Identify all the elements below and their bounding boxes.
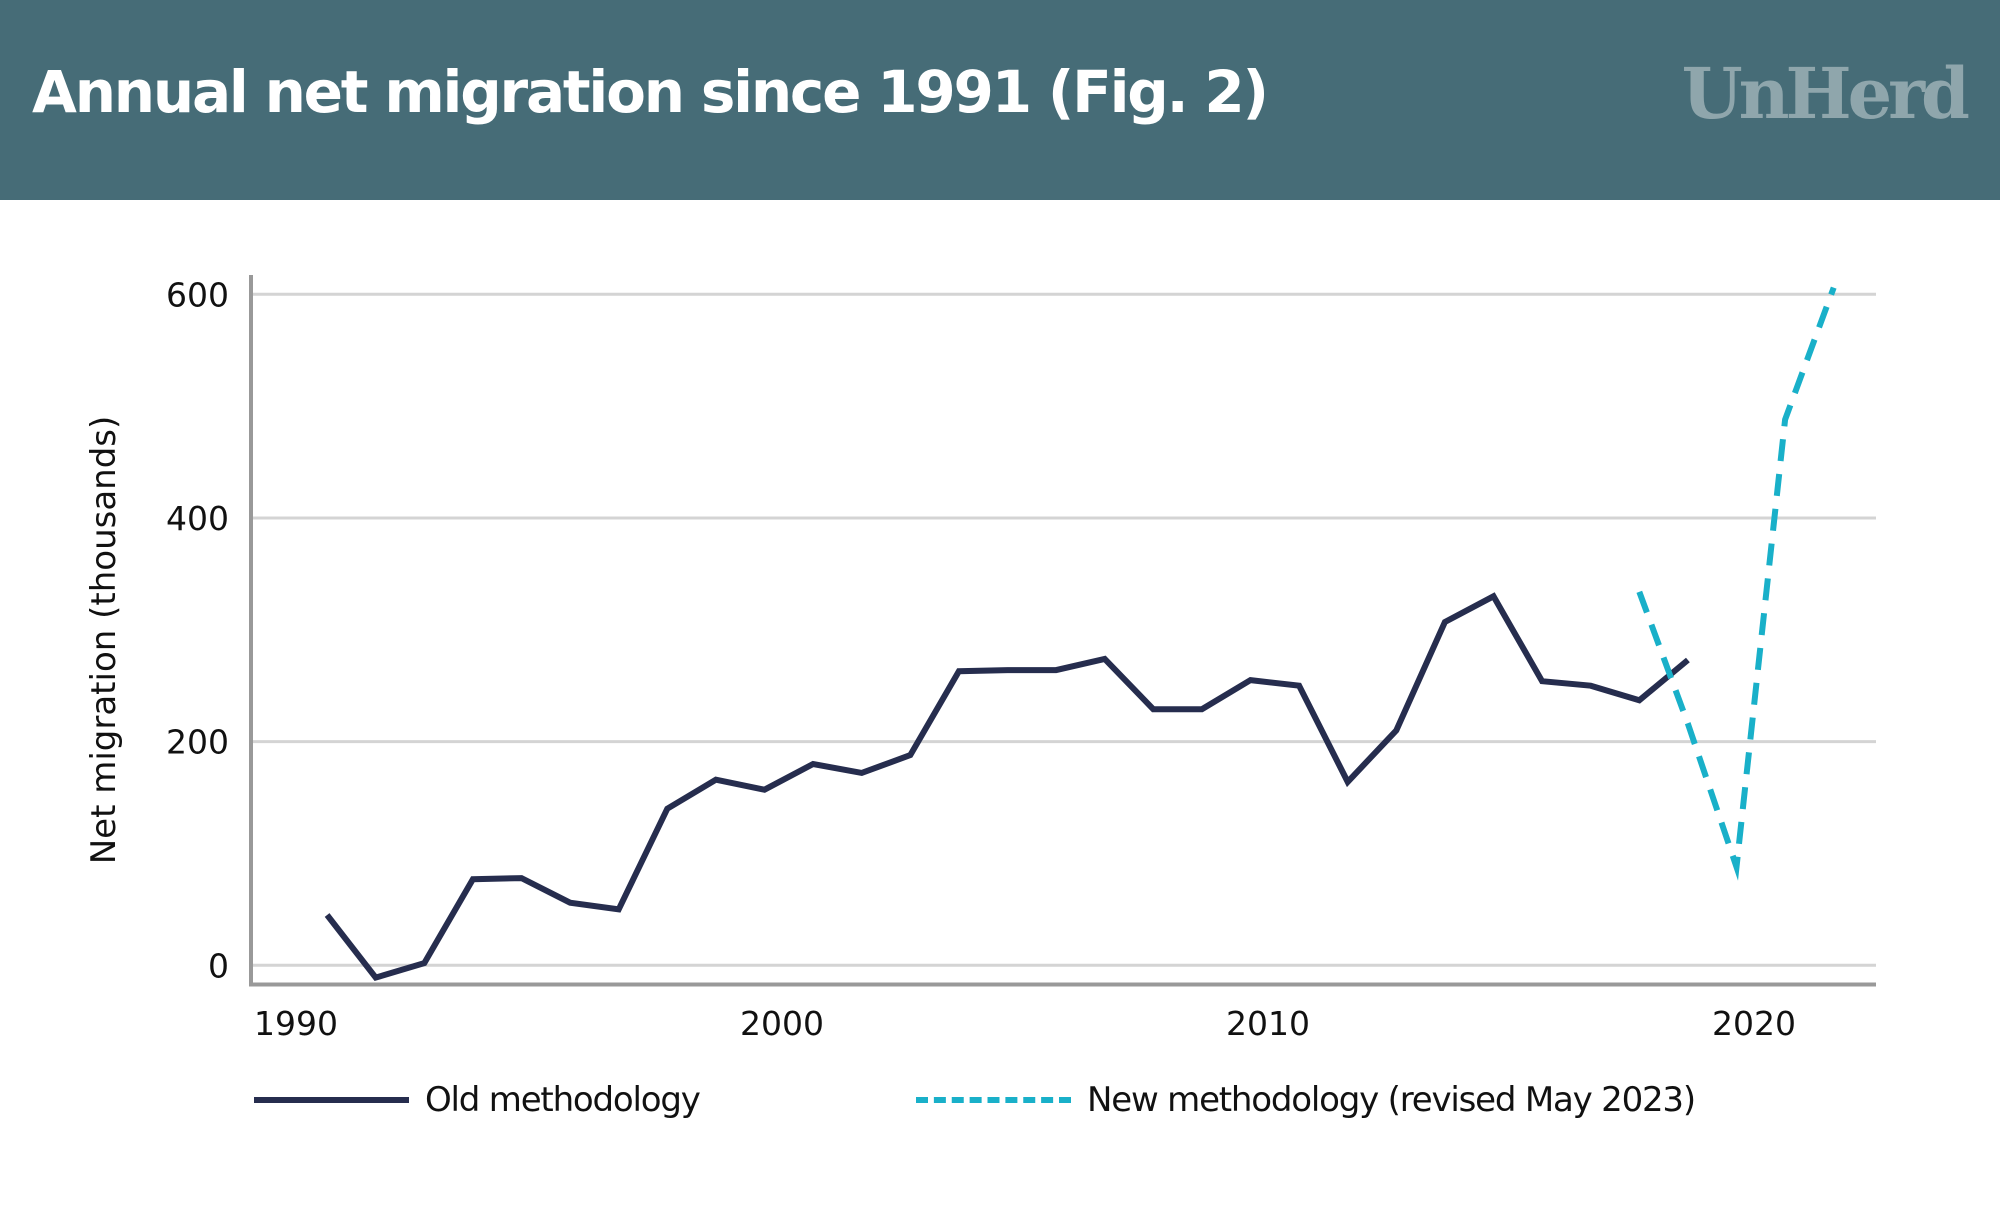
legend-item-new-methodology: New methodology (revised May 2023) <box>916 1076 1696 1124</box>
y-tick-label: 0 <box>208 946 229 985</box>
x-tick-label: 2010 <box>1226 1004 1310 1043</box>
y-tick-label: 600 <box>166 275 229 314</box>
legend-label: New methodology (revised May 2023) <box>1087 1080 1696 1120</box>
legend-swatch-dashed-line <box>916 1097 1071 1103</box>
y-axis-title: Net migration (thousands) <box>84 416 124 865</box>
legend-swatch-solid-line <box>254 1097 409 1103</box>
series-layer <box>324 286 1837 982</box>
x-tick-labels: 1990 2000 2010 2020 <box>254 1004 1796 1043</box>
legend-label: Old methodology <box>425 1080 701 1120</box>
series-line-new-methodology <box>1636 286 1837 881</box>
chart-title: Annual net migration since 1991 (Fig. 2) <box>32 58 1269 126</box>
unherd-logo: UnHerd <box>1681 52 1970 135</box>
x-tick-label: 2020 <box>1712 1004 1796 1043</box>
y-tick-label: 400 <box>166 499 229 538</box>
gridlines <box>253 292 1876 967</box>
y-tick-labels: 0 200 400 600 <box>166 275 229 985</box>
x-tick-label: 2000 <box>740 1004 824 1043</box>
y-tick-label: 200 <box>166 723 229 762</box>
axes <box>249 275 1876 987</box>
x-tick-label: 1990 <box>254 1004 338 1043</box>
legend-item-old-methodology: Old methodology <box>254 1076 701 1124</box>
series-line-old-methodology <box>324 592 1690 982</box>
header-band: Annual net migration since 1991 (Fig. 2)… <box>0 0 2000 200</box>
